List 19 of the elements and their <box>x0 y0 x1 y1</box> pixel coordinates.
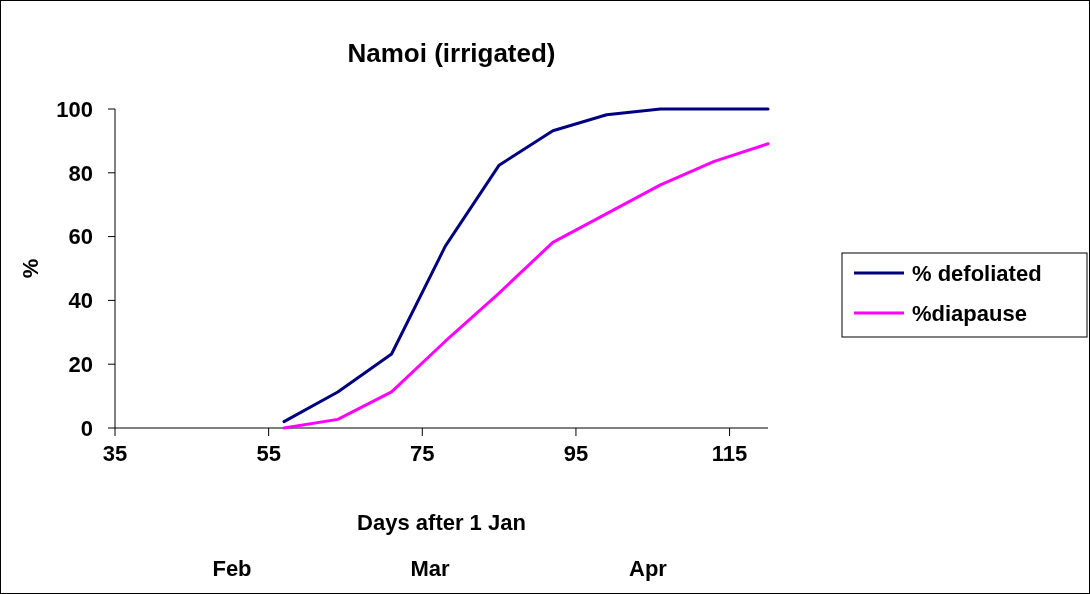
x-axis-title: Days after 1 Jan <box>357 510 526 535</box>
chart-title: Namoi (irrigated) <box>347 38 556 68</box>
y-tick-label: 80 <box>68 160 93 186</box>
y-tick-label: 40 <box>68 288 93 314</box>
x-tick-label: 55 <box>256 441 281 466</box>
y-tick-label: 60 <box>68 224 93 250</box>
text: Feb <box>212 556 252 581</box>
text: Mar <box>410 556 450 581</box>
y-tick-label: 0 <box>80 415 93 441</box>
legend-label: %diapause <box>912 300 1027 326</box>
x-tick-label: 115 <box>711 441 748 466</box>
y-axis-title: % <box>18 258 43 279</box>
x-tick-label: 75 <box>410 441 435 466</box>
y-tick-label: 20 <box>68 351 93 377</box>
y-tick-label: 100 <box>56 96 93 122</box>
x-tick-label: 35 <box>102 441 128 466</box>
legend-label: % defoliated <box>912 260 1042 286</box>
text: Apr <box>629 556 668 581</box>
x-tick-label: 95 <box>563 441 589 466</box>
